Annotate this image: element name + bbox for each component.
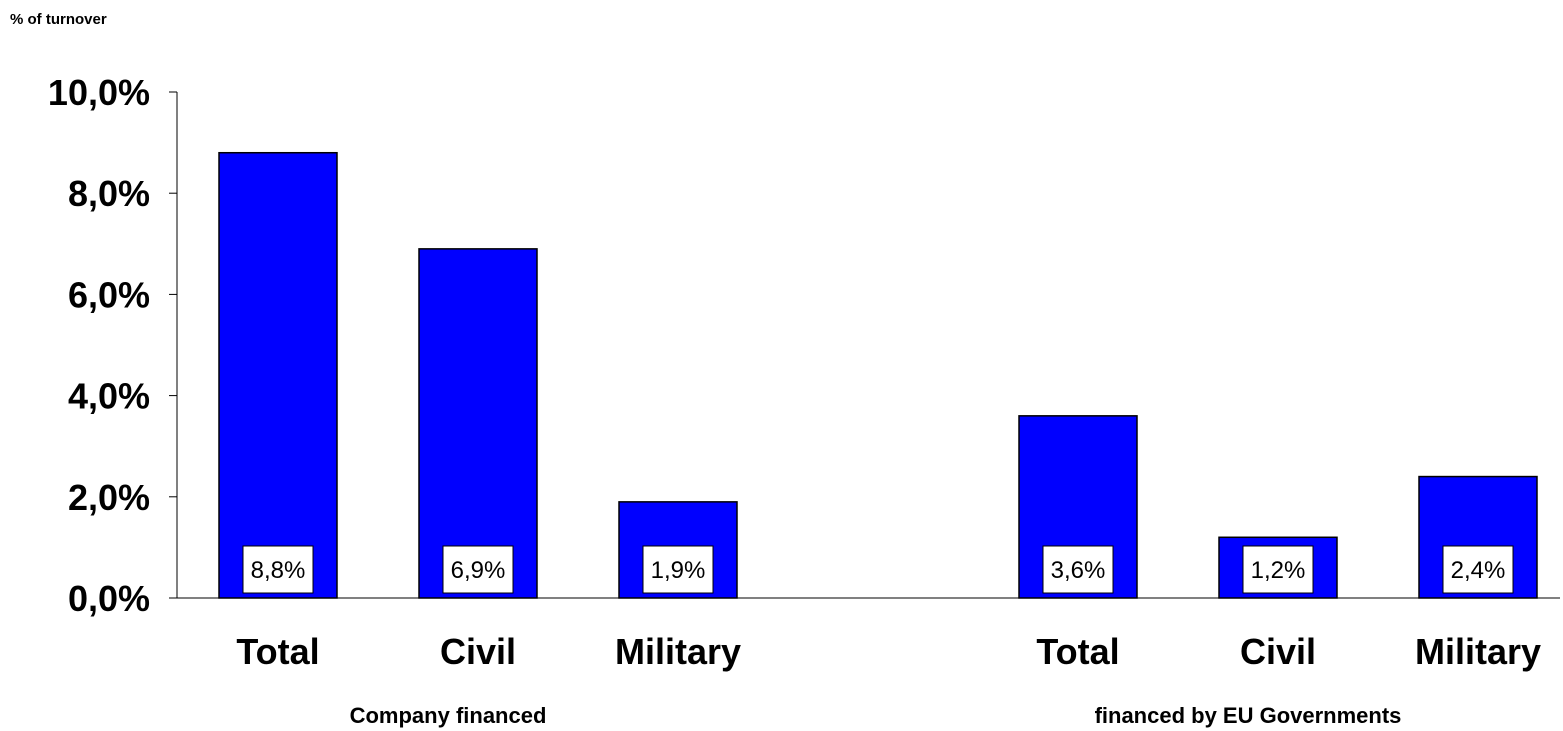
x-tick-label: Military	[615, 631, 741, 672]
y-tick-label: 2,0%	[68, 477, 150, 518]
data-label: 1,2%	[1251, 557, 1306, 584]
y-tick-label: 8,0%	[68, 173, 150, 214]
x-tick-label: Total	[236, 631, 319, 672]
data-label: 2,4%	[1451, 557, 1506, 584]
x-axis-labels: Total Civil Military Company financed Total C…	[236, 631, 1541, 728]
y-tick-label: 0,0%	[68, 578, 150, 619]
x-tick-label: Civil	[440, 631, 516, 672]
x-tick-label: Military	[1415, 631, 1541, 672]
data-label: 1,9%	[651, 557, 706, 584]
data-label-box	[442, 545, 514, 594]
data-label: 6,9%	[451, 557, 506, 584]
x-tick-label: Total	[1036, 631, 1119, 672]
bar	[418, 248, 538, 599]
y-axis-label: % of turnover	[10, 11, 107, 28]
data-label: 3,6%	[1051, 557, 1106, 584]
y-tick-label: 4,0%	[68, 376, 150, 417]
y-tick-label: 10,0%	[48, 72, 150, 113]
group-label: financed by EU Governments	[1095, 703, 1402, 728]
data-label: 8,8%	[251, 557, 306, 584]
bar	[218, 151, 338, 599]
group-label: Company financed	[350, 703, 547, 728]
x-tick-label: Civil	[1240, 631, 1316, 672]
data-label-box	[1442, 545, 1514, 594]
data-label-box	[1242, 545, 1314, 594]
bars: 8,8% 6,9% 1,9% 3,6% 1,2% 2,4%	[218, 151, 1538, 599]
y-tick-label: 6,0%	[68, 274, 150, 315]
data-label-box	[1042, 545, 1114, 594]
data-label-box	[242, 545, 314, 594]
y-axis: 0,0% 2,0% 4,0% 6,0% 8,0% 10,0%	[48, 72, 1560, 619]
data-label-box	[642, 545, 714, 594]
